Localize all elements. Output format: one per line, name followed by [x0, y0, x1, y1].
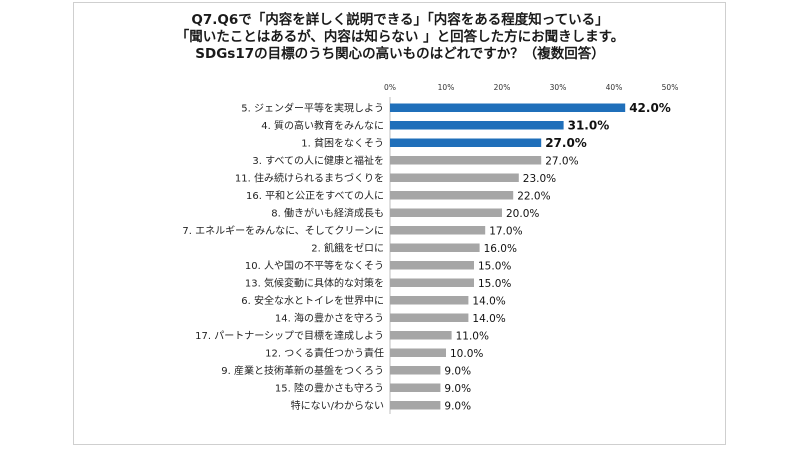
title-line-2: 「聞いたことはあるが、内容は知らない 」と回答した方にお聞きします。 [175, 29, 625, 45]
category-label: 6. 安全な水とトイレを世界中に [241, 294, 384, 307]
category-label: 10. 人や国の不平等をなくそう [245, 259, 384, 272]
category-label: 9. 産業と技術革新の基盤をつくろう [221, 364, 384, 377]
bar [390, 156, 542, 165]
data-label: 14.0% [472, 313, 505, 325]
category-label: 14. 海の豊かさを守ろう [275, 311, 384, 324]
x-tick-label: 0% [384, 83, 396, 92]
bar [390, 331, 452, 340]
bar [390, 191, 514, 200]
data-label: 31.0% [568, 118, 610, 132]
bar [390, 243, 480, 252]
data-label: 20.0% [506, 208, 539, 220]
bar [390, 313, 469, 322]
bar [390, 348, 446, 357]
data-label: 10.0% [450, 348, 483, 360]
data-label: 15.0% [478, 260, 511, 272]
x-tick-label: 30% [550, 83, 567, 92]
bar [390, 103, 626, 112]
bar [390, 401, 441, 410]
category-label: 16. 平和と公正をすべての人に [246, 190, 384, 202]
category-label: 1. 貧困をなくそう [301, 136, 384, 149]
category-label: 12. つくる責任つかう責任 [265, 346, 384, 359]
bar [390, 226, 486, 235]
category-label: 特にない/わからない [291, 400, 384, 412]
category-label: 11. 住み続けられるまちづくりを [235, 171, 384, 184]
bar [390, 173, 519, 182]
chart-title: Q7.Q6で「内容を詳しく説明できる」「内容をある程度知っている」 「聞いたこと… [0, 12, 800, 63]
data-label: 17.0% [489, 225, 522, 237]
bar [390, 383, 441, 392]
category-label: 15. 陸の豊かさも守ろう [275, 381, 384, 394]
x-tick-label: 50% [662, 83, 679, 92]
bar [390, 121, 564, 130]
data-label: 42.0% [629, 101, 671, 115]
data-label: 23.0% [523, 173, 556, 185]
data-label: 15.0% [478, 278, 511, 290]
data-label: 14.0% [472, 295, 505, 307]
category-label: 17. パートナーシップで目標を達成しよう [195, 329, 384, 342]
x-tick-label: 10% [438, 83, 455, 92]
category-label: 2. 飢餓をゼロに [311, 241, 384, 254]
data-label: 27.0% [545, 155, 578, 167]
data-label: 9.0% [444, 400, 471, 412]
bar [390, 208, 502, 217]
data-label: 16.0% [484, 243, 517, 255]
category-label: 7. エネルギーをみんなに、そしてクリーンに [182, 225, 384, 237]
x-tick-label: 20% [494, 83, 511, 92]
data-label: 9.0% [444, 365, 471, 377]
data-label: 11.0% [456, 330, 489, 342]
category-label: 4. 質の高い教育をみんなに [261, 119, 384, 132]
bar [390, 138, 542, 147]
category-label: 13. 気候変動に具体的な対策を [245, 276, 384, 289]
category-label: 5. ジェンダー平等を実現しよう [241, 101, 384, 114]
category-label: 8. 働きがいも経済成長も [271, 206, 384, 219]
data-label: 22.0% [517, 190, 550, 202]
data-label: 27.0% [545, 136, 587, 150]
bar [390, 296, 469, 305]
title-line-1: Q7.Q6で「内容を詳しく説明できる」「内容をある程度知っている」 [191, 12, 609, 28]
x-tick-label: 40% [606, 83, 623, 92]
category-label: 3. すべての人に健康と福祉を [252, 154, 384, 167]
title-line-3: SDGs17の目標のうち関心の高いものはどれですか？（複数回答） [195, 46, 605, 62]
bar [390, 278, 474, 287]
data-label: 9.0% [444, 383, 471, 395]
bar [390, 261, 474, 270]
bar [390, 366, 441, 375]
